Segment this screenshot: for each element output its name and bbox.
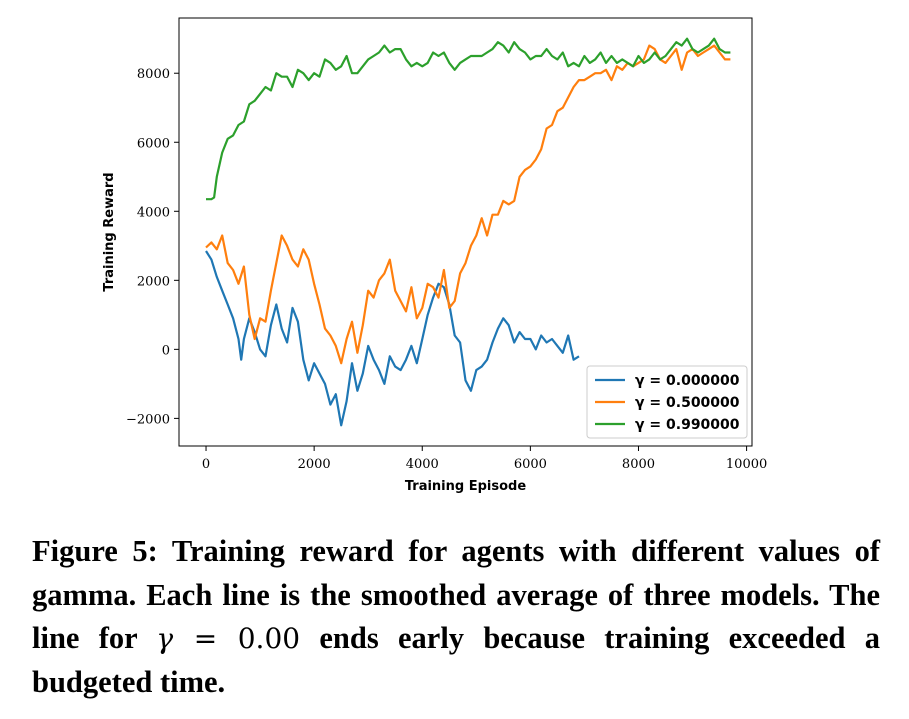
caption-math-symbol: γ [156, 622, 174, 655]
y-tick-label: 0 [162, 343, 170, 358]
y-tick-label: −2000 [126, 412, 170, 427]
series-line-2 [206, 37, 731, 201]
y-tick-label: 2000 [137, 274, 170, 289]
x-tick-label: 0 [202, 457, 210, 472]
x-ticks: 0 2000 4000 6000 8000 10000 [202, 446, 767, 472]
series-line-1 [205, 44, 731, 365]
legend-entry-label: γ = 0.000000 [635, 373, 740, 389]
x-tick-label: 4000 [406, 457, 439, 472]
x-axis-label: Training Episode [405, 479, 526, 494]
x-tick-label: 2000 [298, 457, 331, 472]
legend-box [586, 365, 748, 439]
x-tick-label: 8000 [622, 457, 655, 472]
y-tick-label: 4000 [137, 205, 170, 220]
figure-caption: Figure 5: Training reward for agents wit… [32, 530, 880, 704]
legend: γ = 0.000000 γ = 0.500000 γ = 0.990000 [586, 365, 748, 439]
y-tick-label: 8000 [137, 67, 170, 82]
x-tick-label: 6000 [514, 457, 547, 472]
reward-chart: 0 2000 4000 6000 8000 10000 −2000 0 2000 4000 600… [102, 17, 767, 494]
x-tick-label: 10000 [726, 457, 767, 472]
series-line-0 [205, 250, 580, 427]
y-axis-label: Training Reward [102, 172, 117, 291]
y-ticks: −2000 0 2000 4000 6000 8000 [126, 67, 179, 427]
caption-lead: Figure 5: Training reward for agents wit… [32, 534, 880, 655]
legend-entry-label: γ = 0.990000 [635, 417, 740, 433]
series-layer [205, 37, 731, 427]
plot-frame [178, 17, 753, 447]
caption-tail: ends early because training exceeded a b… [32, 621, 881, 699]
caption-math: γ = 0.00 [156, 622, 300, 655]
caption-math-rest: = 0.00 [173, 622, 301, 655]
legend-entry-label: γ = 0.500000 [635, 395, 740, 411]
y-tick-label: 6000 [137, 136, 170, 151]
